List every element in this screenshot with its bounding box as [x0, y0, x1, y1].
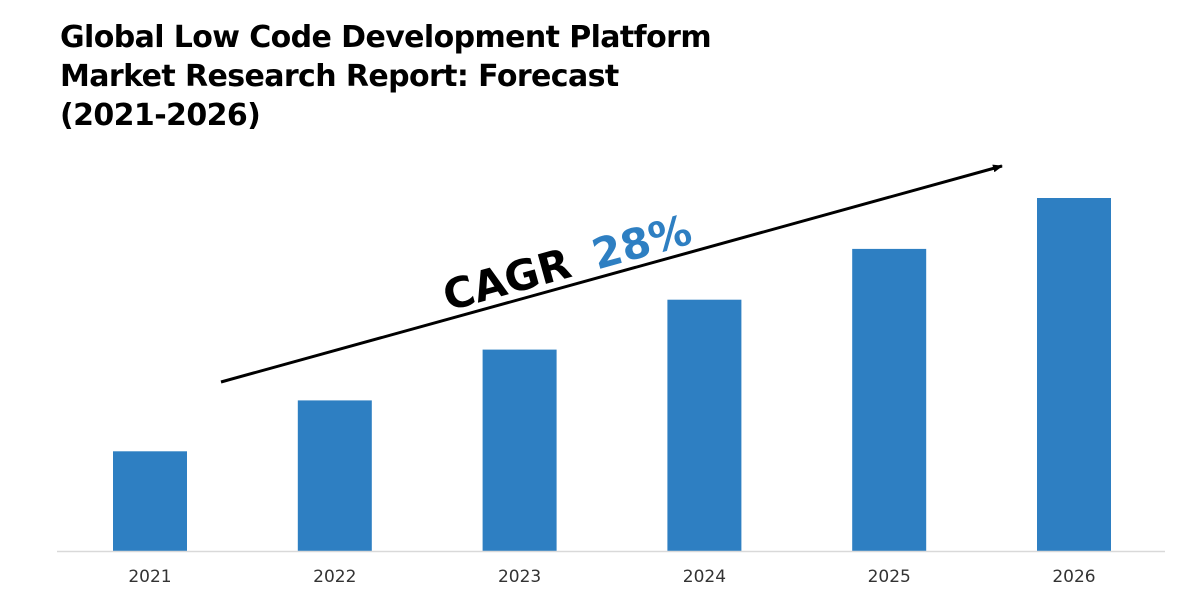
x-tick-label-2021: 2021	[128, 567, 171, 587]
cagr-value: 28%	[587, 205, 697, 279]
x-tick-label-2023: 2023	[498, 567, 541, 587]
bar-2024	[667, 299, 742, 551]
bar-2023	[482, 349, 557, 551]
x-tick-label-2024: 2024	[683, 567, 726, 587]
bar-2022	[297, 400, 372, 551]
bar-2026	[1037, 198, 1111, 551]
title-line-1: Global Low Code Development Platform	[60, 20, 712, 55]
title-line-2: Market Research Report: Forecast	[60, 59, 619, 94]
chart-title: Global Low Code Development Platform Mar…	[60, 18, 780, 135]
cagr-label: CAGR	[438, 239, 577, 321]
x-tick-label-2026: 2026	[1052, 567, 1095, 587]
title-line-3: (2021-2026)	[60, 98, 261, 133]
cagr-trend-arrow	[220, 164, 1003, 384]
bar-2021	[113, 451, 187, 551]
x-tick-label-2022: 2022	[313, 567, 356, 587]
x-tick-label-2025: 2025	[868, 567, 911, 587]
x-axis-ticks: 2021 2022 2023 2024 2025 2026	[128, 567, 1095, 587]
bar-series	[113, 198, 1111, 551]
cagr-annotation: CAGR 28%	[438, 205, 697, 320]
bar-2025	[852, 248, 927, 551]
